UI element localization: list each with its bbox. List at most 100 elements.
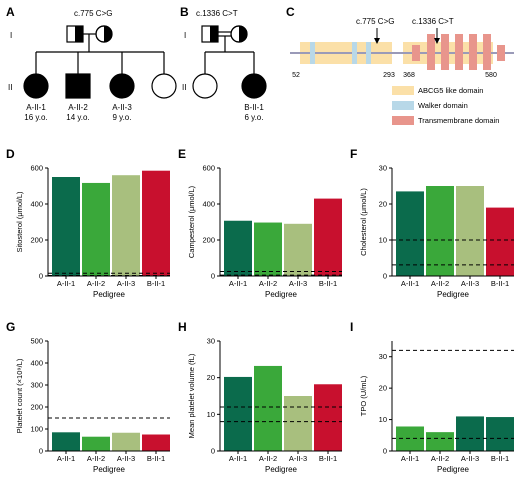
x-tick-label: A-II-1 bbox=[401, 279, 419, 288]
bar-A-II-3 bbox=[284, 223, 312, 276]
x-axis-label: Pedigree bbox=[437, 465, 470, 474]
x-tick-label: B-II-1 bbox=[491, 454, 509, 463]
y-axis-label: Platelet count (×10⁹/L) bbox=[15, 358, 24, 433]
protein-position-580: 580 bbox=[485, 72, 497, 79]
x-axis-label: Pedigree bbox=[437, 290, 470, 299]
y-tick-label: 20 bbox=[379, 200, 387, 209]
legend-swatch-transmembrane bbox=[392, 116, 414, 125]
protein-legend: ABCG5 like domain Walker domain Transmem… bbox=[392, 86, 499, 125]
y-axis-label: Campesterol (μmol/L) bbox=[187, 185, 196, 258]
y-tick-label: 600 bbox=[30, 164, 43, 173]
x-tick-label: A-II-3 bbox=[289, 454, 307, 463]
transmembrane-domain-region bbox=[441, 34, 449, 70]
panel-letter-f: F bbox=[350, 147, 357, 161]
bar-B-II-1 bbox=[142, 170, 170, 276]
y-tick-label: 400 bbox=[202, 200, 215, 209]
bar-A-II-1 bbox=[52, 177, 80, 276]
x-tick-label: A-II-3 bbox=[117, 454, 135, 463]
x-tick-label: A-II-2 bbox=[431, 454, 449, 463]
bar-B-II-1 bbox=[486, 207, 514, 276]
x-tick-label: A-II-1 bbox=[401, 454, 419, 463]
y-axis-label: TPO (U/mL) bbox=[359, 375, 368, 416]
transmembrane-domain-region bbox=[469, 34, 477, 70]
bar-A-II-2 bbox=[254, 365, 282, 451]
y-tick-label: 30 bbox=[207, 337, 215, 346]
legend-label-transmembrane: Transmembrane domain bbox=[418, 116, 499, 125]
protein-mutation-1-arrowhead bbox=[374, 38, 380, 44]
y-tick-label: 10 bbox=[207, 410, 215, 419]
panel-letter-d: D bbox=[6, 147, 15, 161]
transmembrane-domain-region bbox=[412, 45, 420, 61]
x-tick-label: A-II-2 bbox=[259, 454, 277, 463]
x-tick-label: A-II-2 bbox=[87, 454, 105, 463]
pedigree-a-ii-1-age: 16 y.o. bbox=[24, 113, 47, 122]
bar-A-II-2 bbox=[254, 222, 282, 276]
bar-A-II-2 bbox=[82, 436, 110, 451]
chart-tpo: A-II-1 A-II-2 A-II-3 B-II-1 0 10 20 30 TPO (U/mL… bbox=[359, 341, 514, 474]
legend-label-walker: Walker domain bbox=[418, 101, 468, 110]
pedigree-a-ii-3-label: A-II-3 bbox=[112, 103, 132, 112]
pedigree-a-gen-2: II bbox=[8, 83, 12, 92]
y-tick-label: 0 bbox=[211, 447, 215, 456]
pedigree-a: c.775 C>G I II A-II-1 16 y.o. A-II-2 14 … bbox=[8, 9, 177, 122]
pedigree-b-mutation: c.1336 C>T bbox=[196, 9, 238, 18]
bar-A-II-2 bbox=[82, 182, 110, 276]
y-tick-label: 20 bbox=[379, 384, 387, 393]
y-axis-label: Cholesterol (μmol/L) bbox=[359, 188, 368, 256]
walker-domain-region bbox=[310, 42, 315, 64]
x-tick-label: A-II-2 bbox=[259, 279, 277, 288]
y-tick-label: 10 bbox=[379, 415, 387, 424]
transmembrane-domain-region bbox=[455, 34, 463, 70]
protein-position-368: 368 bbox=[403, 72, 415, 79]
y-axis-label: Sitosterol (μmol/L) bbox=[15, 191, 24, 253]
pedigree-a-ii-4-symbol bbox=[151, 73, 177, 99]
y-tick-label: 30 bbox=[379, 352, 387, 361]
legend-swatch-abcg5 bbox=[392, 86, 414, 95]
y-tick-label: 10 bbox=[379, 236, 387, 245]
bar-A-II-3 bbox=[456, 186, 484, 276]
pedigree-b-mother bbox=[230, 25, 248, 43]
panel-letter-h: H bbox=[178, 320, 187, 334]
pedigree-b-ii-1-age: 6 y.o. bbox=[245, 113, 264, 122]
y-tick-label: 0 bbox=[383, 447, 387, 456]
pedigree-a-ii-1-label: A-II-1 bbox=[26, 103, 46, 112]
chart-sitosterol: A-II-1 A-II-2 A-II-3 B-II-1 0 200 400 600 Sitost… bbox=[15, 164, 170, 299]
x-axis-label: Pedigree bbox=[265, 290, 298, 299]
y-tick-label: 400 bbox=[30, 200, 43, 209]
y-tick-label: 300 bbox=[30, 381, 43, 390]
bar-B-II-1 bbox=[486, 417, 514, 451]
x-tick-label: B-II-1 bbox=[147, 279, 165, 288]
x-tick-label: A-II-2 bbox=[431, 279, 449, 288]
transmembrane-domain-region bbox=[427, 34, 435, 70]
chart-mean-platelet-volume: A-II-1 A-II-2 A-II-3 B-II-1 0 10 20 30 Mean plat… bbox=[187, 337, 342, 474]
pedigree-a-gen-1: I bbox=[10, 31, 12, 40]
y-tick-label: 200 bbox=[30, 403, 43, 412]
pedigree-b: c.1336 C>T I II B-II-1 6 y.o. bbox=[182, 9, 267, 122]
bar-B-II-1 bbox=[314, 384, 342, 451]
protein-schematic: c.775 C>G c.1336 C>T 52 293 368 580 ABCG… bbox=[290, 17, 514, 125]
pedigree-a-ii-2-label: A-II-2 bbox=[68, 103, 88, 112]
x-axis-label: Pedigree bbox=[93, 465, 126, 474]
x-tick-label: A-II-1 bbox=[57, 454, 75, 463]
panel-letter-a: A bbox=[6, 5, 15, 19]
pedigree-a-ii-2-symbol bbox=[65, 73, 91, 99]
walker-domain-region bbox=[366, 42, 371, 64]
protein-position-52: 52 bbox=[292, 72, 300, 79]
y-tick-label: 0 bbox=[211, 272, 215, 281]
walker-domain-region bbox=[352, 42, 357, 64]
y-tick-label: 400 bbox=[30, 359, 43, 368]
chart-campesterol: A-II-1 A-II-2 A-II-3 B-II-1 0 200 400 600 Campes… bbox=[187, 164, 342, 299]
x-tick-label: B-II-1 bbox=[147, 454, 165, 463]
pedigree-b-gen-2: II bbox=[182, 83, 186, 92]
bar-A-II-2 bbox=[426, 432, 454, 451]
pedigree-b-ii-1-label: B-II-1 bbox=[244, 103, 264, 112]
y-tick-label: 500 bbox=[30, 337, 43, 346]
x-tick-label: A-II-3 bbox=[289, 279, 307, 288]
protein-mutation-2-label: c.1336 C>T bbox=[412, 17, 454, 26]
y-tick-label: 0 bbox=[39, 447, 43, 456]
x-tick-label: B-II-1 bbox=[319, 454, 337, 463]
pedigree-b-father bbox=[201, 25, 219, 43]
transmembrane-domain-region bbox=[483, 34, 491, 70]
panel-letter-c: C bbox=[286, 5, 295, 19]
